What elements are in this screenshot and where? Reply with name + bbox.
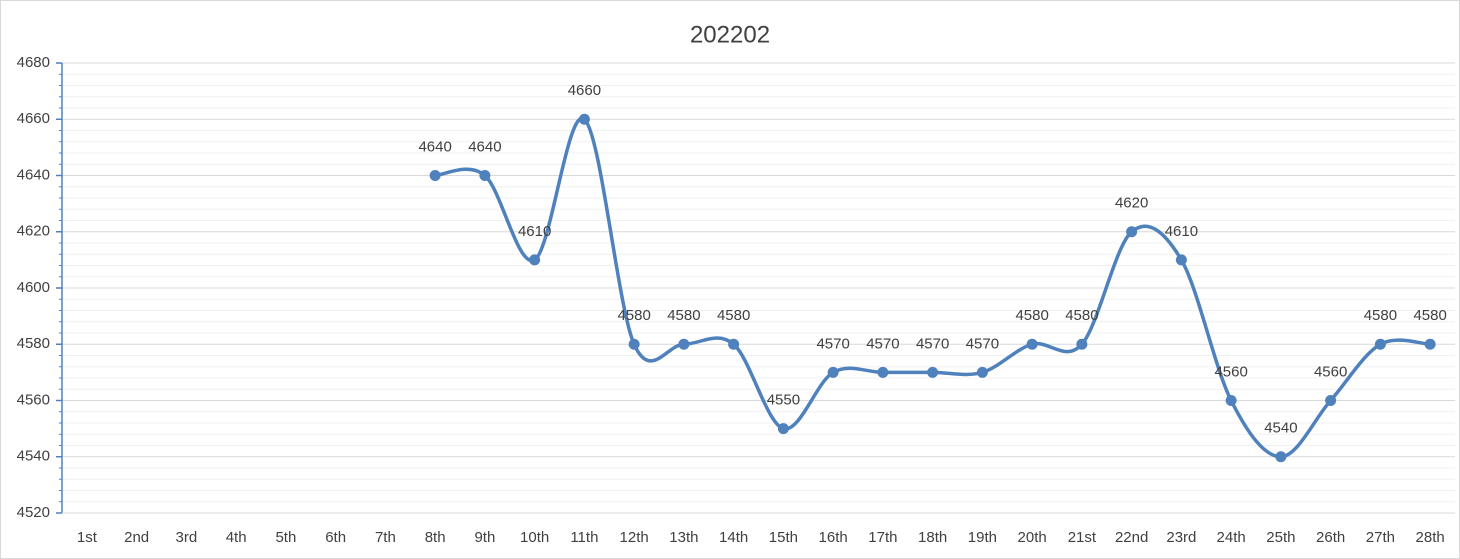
x-tick-label: 15th <box>769 529 798 546</box>
x-tick-label: 16th <box>819 529 848 546</box>
y-tick-label: 4660 <box>17 110 50 127</box>
data-label: 4560 <box>1314 363 1347 380</box>
point <box>827 366 839 378</box>
x-tick-label: 28th <box>1416 529 1445 546</box>
x-tick-label: 8th <box>425 529 446 546</box>
x-tick-label: 5th <box>275 529 296 546</box>
x-tick-label: 13th <box>669 529 698 546</box>
x-tick-label: 4th <box>226 529 247 546</box>
x-tick-label: 22nd <box>1115 529 1148 546</box>
x-tick-label: 27th <box>1366 529 1395 546</box>
point <box>529 254 541 266</box>
data-label: 4580 <box>1065 307 1098 324</box>
point <box>1126 226 1138 238</box>
point <box>1325 395 1337 406</box>
point <box>728 338 740 350</box>
data-label: 4570 <box>866 335 899 352</box>
data-label: 4610 <box>1165 223 1198 240</box>
data-label: 4610 <box>518 223 551 240</box>
point <box>1275 451 1287 463</box>
data-label: 4660 <box>568 82 601 99</box>
x-tick-label: 11th <box>570 529 598 546</box>
point <box>1175 254 1187 266</box>
x-tick-label: 21st <box>1068 529 1097 546</box>
data-label: 4570 <box>916 335 949 352</box>
point <box>479 170 491 181</box>
data-label: 4540 <box>1264 420 1297 437</box>
data-label: 4580 <box>617 307 650 324</box>
data-label: 4580 <box>717 307 750 324</box>
y-tick-label: 4580 <box>17 335 50 352</box>
y-tick-label: 4620 <box>17 223 50 240</box>
data-label: 4550 <box>767 392 800 409</box>
x-tick-label: 1st <box>77 529 98 546</box>
y-tick-label: 4560 <box>17 391 50 408</box>
data-label: 4580 <box>667 307 700 324</box>
point <box>1026 338 1038 350</box>
point <box>628 338 640 350</box>
x-tick-label: 25th <box>1266 529 1295 546</box>
x-tick-label: 19th <box>968 529 997 546</box>
data-label: 4570 <box>966 335 999 352</box>
x-tick-label: 10th <box>520 529 549 546</box>
data-label: 4640 <box>468 138 501 155</box>
x-tick-label: 20th <box>1018 529 1047 546</box>
data-label: 4580 <box>1015 307 1048 324</box>
x-tick-label: 17th <box>868 529 897 546</box>
chart-title: 202202 <box>690 21 770 48</box>
data-label: 4570 <box>816 335 849 352</box>
point <box>678 338 690 350</box>
data-label: 4640 <box>418 138 451 155</box>
y-tick-label: 4600 <box>17 279 50 296</box>
data-label: 4580 <box>1413 307 1446 324</box>
data-label: 4620 <box>1115 195 1148 212</box>
y-tick-label: 4680 <box>17 54 50 71</box>
point <box>976 366 988 378</box>
x-tick-label: 23rd <box>1166 529 1196 546</box>
y-tick-label: 4520 <box>17 504 50 521</box>
point <box>777 423 789 435</box>
x-tick-label: 18th <box>918 529 947 546</box>
x-tick-label: 3rd <box>176 529 198 546</box>
x-tick-label: 2nd <box>124 529 149 546</box>
x-tick-label: 24th <box>1217 529 1246 546</box>
x-tick-label: 7th <box>375 529 396 546</box>
data-label: 4560 <box>1214 363 1247 380</box>
x-tick-label: 9th <box>474 529 495 546</box>
point <box>1076 338 1088 350</box>
point <box>877 366 889 378</box>
x-tick-label: 6th <box>325 529 346 546</box>
data-label: 4580 <box>1364 307 1397 324</box>
point <box>1424 338 1436 350</box>
point <box>1374 338 1386 350</box>
x-tick-label: 26th <box>1316 529 1345 546</box>
point <box>578 113 590 125</box>
point <box>429 170 441 181</box>
point <box>927 366 939 378</box>
point <box>1225 395 1237 406</box>
y-tick-label: 4540 <box>17 448 50 465</box>
x-tick-label: 14th <box>719 529 748 546</box>
x-tick-label: 12th <box>620 529 649 546</box>
y-tick-label: 4640 <box>17 166 50 183</box>
